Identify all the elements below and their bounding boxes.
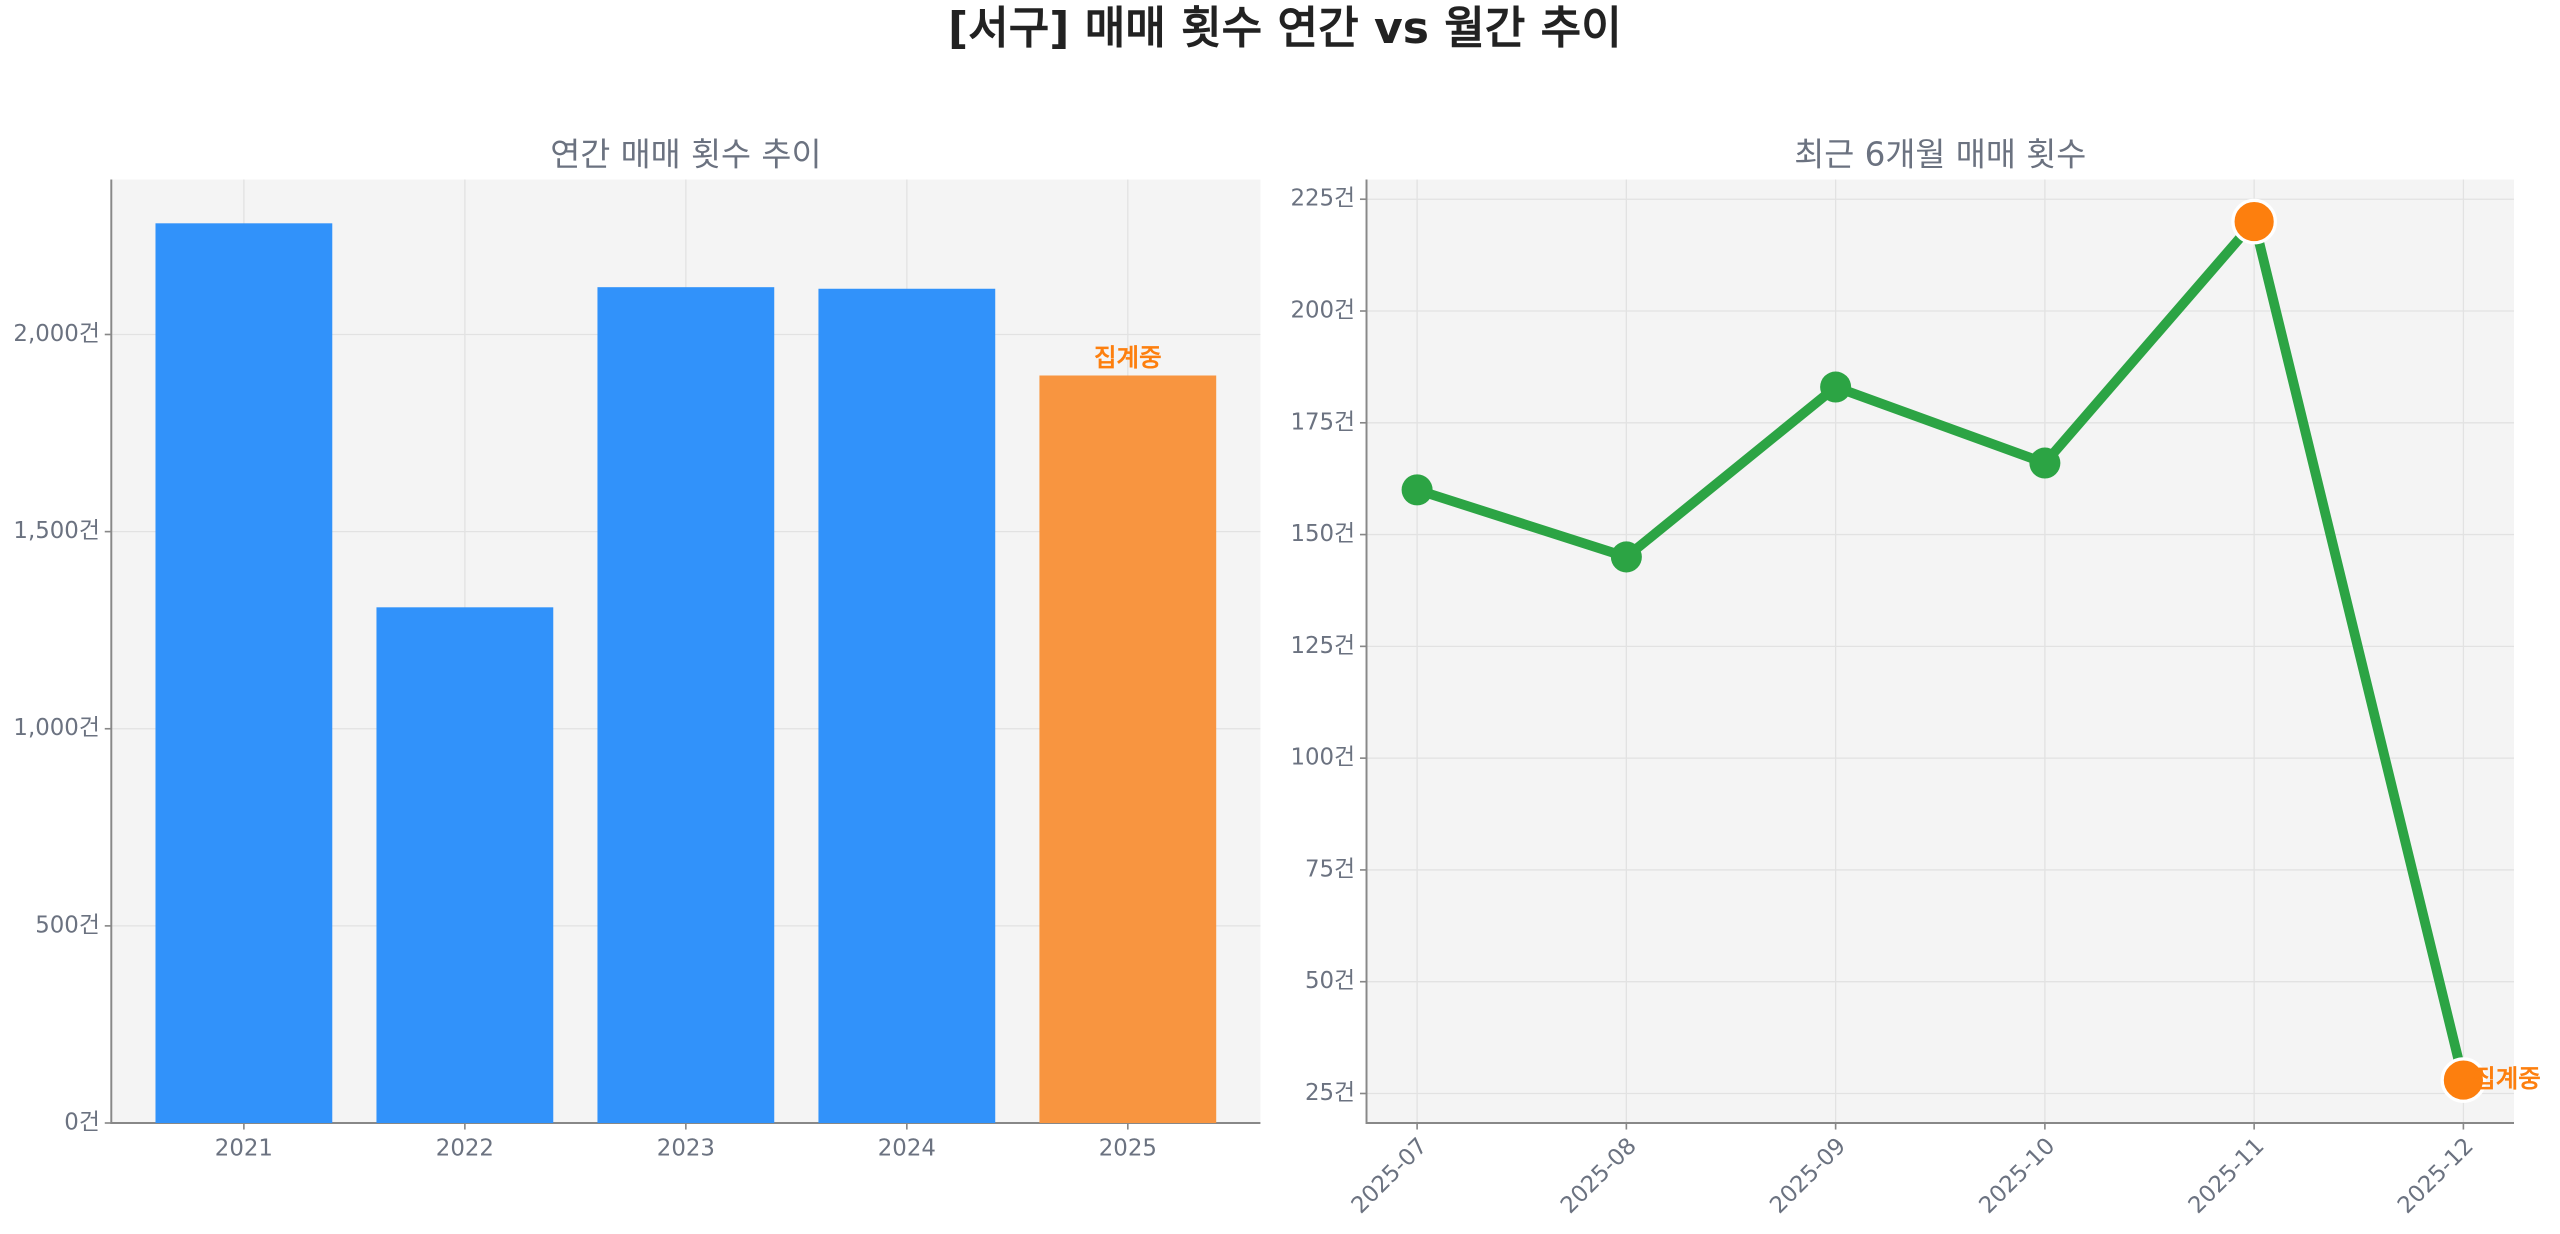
point [2231,198,2277,245]
line [1415,216,2469,1082]
point [1401,474,1433,506]
y-tick-label: 200건 [1290,298,1355,324]
point [1610,541,1642,573]
figure-title: [서구] 매매 횟수 연간 vs 월간 추이 [948,3,1622,54]
y-tick-label: 500건 [35,912,100,938]
bar [1039,375,1217,1124]
y-tick-label: 150건 [1290,521,1355,547]
annotation: 집계중 [2473,1064,2541,1093]
y-tick-label: 2,000건 [13,321,99,347]
chart-title: 연간 매매 횟수 추이 [550,136,821,174]
y-tick-label: 125건 [1290,633,1355,659]
y-tick-label: 0건 [64,1110,100,1136]
y-tick-label: 1,500건 [13,518,99,544]
bar [597,287,775,1124]
point [2029,447,2061,479]
point [1820,371,1852,403]
point [2440,1057,2487,1103]
x-tick-label: 2024 [878,1136,936,1162]
plot-area [1366,179,2514,1124]
bar [376,607,554,1124]
bar [818,288,996,1124]
x-tick-label: 2021 [215,1136,273,1162]
x-tick-label: 2022 [436,1136,494,1162]
y-tick-label: 25건 [1305,1080,1355,1106]
bar [155,223,333,1124]
y-tick-label: 100건 [1290,745,1355,771]
chart-title: 최근 6개월 매매 횟수 [1794,136,2086,174]
axis [1365,179,2515,1124]
y-tick-label: 225건 [1290,186,1355,212]
annotation: 집계중 [1094,343,1162,372]
y-tick-label: 50건 [1305,968,1355,994]
y-tick-label: 75건 [1305,856,1355,882]
x-tick-label: 2025 [1099,1136,1157,1162]
y-tick-label: 1,000건 [13,715,99,741]
y-tick-label: 175건 [1290,409,1355,435]
x-tick-label: 2023 [657,1136,715,1162]
